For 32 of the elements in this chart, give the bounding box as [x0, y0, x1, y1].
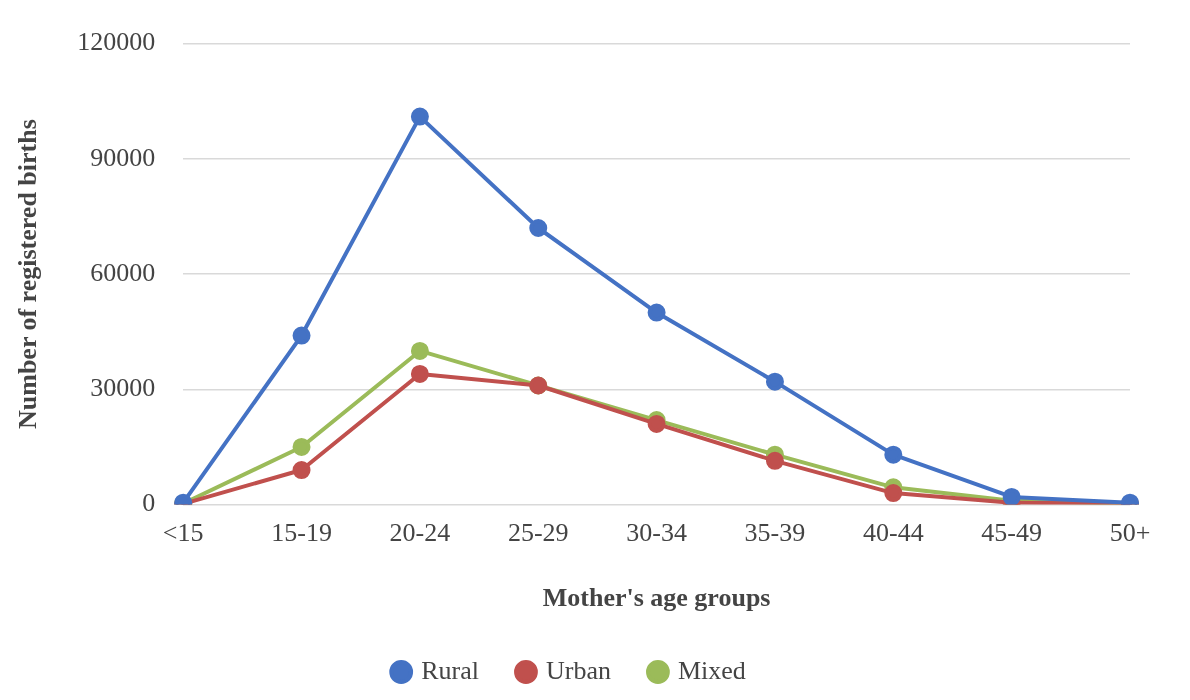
point: [647, 303, 666, 322]
point: [884, 445, 903, 464]
y-tick-label: 60000: [90, 257, 156, 287]
legend-label: Mixed: [677, 655, 746, 685]
x-tick-label: 20-24: [389, 518, 451, 548]
point: [410, 364, 429, 383]
y-tick-label: 30000: [90, 373, 156, 403]
y-tick-label: 90000: [90, 142, 156, 172]
x-tick-label: 40-44: [862, 518, 924, 548]
point: [884, 484, 903, 503]
x-tick-label: 25-29: [507, 518, 569, 548]
point: [765, 451, 784, 470]
point: [765, 372, 784, 391]
legend-label: Rural: [421, 655, 479, 685]
point: [292, 326, 311, 345]
point: [529, 219, 548, 237]
x-axis-title: Mother's age groups: [542, 583, 771, 613]
point: [292, 437, 311, 456]
x-tick-label: 15-19: [271, 518, 332, 548]
y-axis-title: Number of registered births: [13, 119, 43, 430]
y-tick-label: 0: [142, 488, 156, 518]
x-tick-label: 30-34: [626, 518, 687, 548]
point: [292, 461, 311, 480]
y-tick-label: 120000: [77, 27, 156, 57]
x-tick-label: 45-49: [981, 518, 1042, 548]
x-tick-label: 35-39: [744, 518, 806, 548]
point: [410, 107, 429, 126]
x-tick-label: 50+: [1109, 518, 1151, 548]
x-tick-label: <15: [162, 518, 204, 548]
point: [1002, 487, 1021, 505]
point: [410, 341, 429, 360]
legend-label: Urban: [545, 655, 611, 685]
